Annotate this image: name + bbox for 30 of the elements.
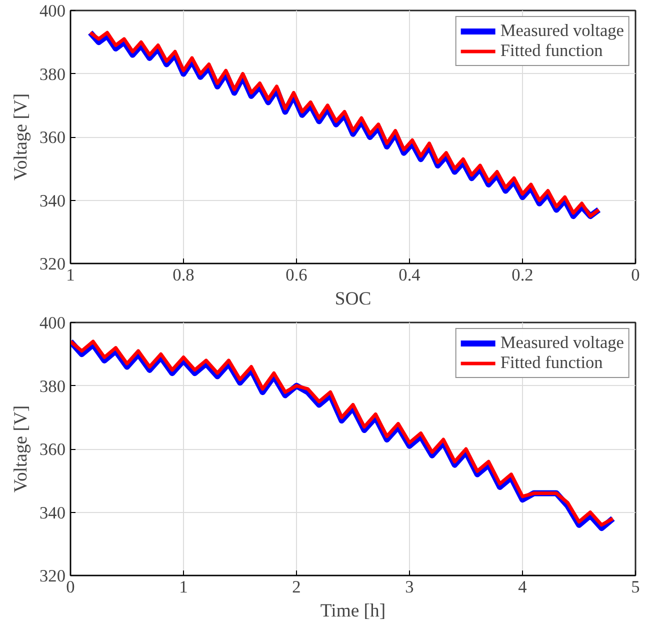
y-axis-title: Voltage [V] bbox=[10, 405, 32, 493]
legend-label: Measured voltage bbox=[500, 21, 624, 41]
x-tick-label: 4 bbox=[518, 578, 528, 596]
x-tick-label: 2 bbox=[292, 578, 301, 596]
x-tick-label: 0.4 bbox=[398, 266, 421, 284]
x-tick-label: 0 bbox=[631, 266, 640, 284]
x-tick-label: 0.6 bbox=[286, 266, 308, 284]
y-tick-label: 380 bbox=[40, 376, 66, 396]
x-tick-label: 1 bbox=[179, 578, 188, 596]
y-tick-label: 380 bbox=[40, 64, 66, 84]
y-tick-label: 340 bbox=[40, 503, 66, 522]
x-tick-label: 5 bbox=[631, 578, 640, 596]
y-axis-title: Voltage [V] bbox=[10, 93, 32, 181]
y-tick-label: 360 bbox=[40, 440, 66, 459]
legend-label: Measured voltage bbox=[500, 333, 624, 353]
y-tick-label: 400 bbox=[40, 2, 66, 20]
x-tick-label: 0.8 bbox=[172, 266, 194, 284]
x-tick-label: 0.2 bbox=[512, 266, 534, 284]
y-tick-label: 320 bbox=[40, 566, 66, 586]
x-tick-label: 0 bbox=[66, 578, 75, 596]
legend-label: Fitted function bbox=[500, 353, 603, 373]
x-tick-label: 3 bbox=[405, 578, 414, 596]
legend-label: Fitted function bbox=[500, 41, 603, 61]
y-tick-label: 340 bbox=[40, 191, 66, 210]
y-tick-label: 320 bbox=[40, 254, 66, 274]
y-tick-label: 360 bbox=[40, 128, 66, 147]
x-axis-title: Time [h] bbox=[320, 600, 386, 622]
x-axis-title: SOC bbox=[334, 288, 372, 310]
y-tick-label: 400 bbox=[40, 314, 66, 332]
x-tick-label: 1 bbox=[66, 266, 75, 284]
